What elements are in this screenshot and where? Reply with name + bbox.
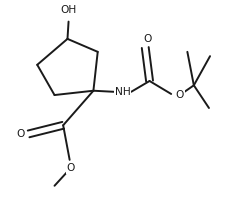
Text: OH: OH [60, 5, 76, 15]
Text: O: O [17, 129, 25, 139]
Text: O: O [175, 90, 183, 100]
Text: O: O [66, 163, 75, 173]
Text: O: O [143, 34, 151, 44]
Text: NH: NH [114, 87, 130, 97]
